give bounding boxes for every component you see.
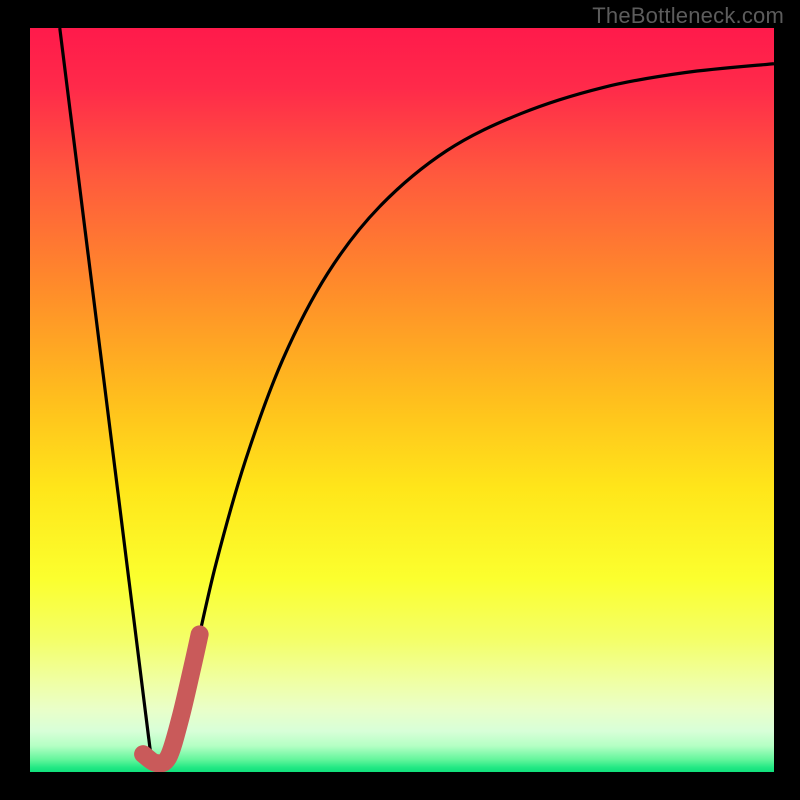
plot-area <box>30 28 774 772</box>
attribution-label: TheBottleneck.com <box>592 3 784 29</box>
chart-svg <box>30 28 774 772</box>
chart-frame: TheBottleneck.com <box>0 0 800 800</box>
gradient-background <box>30 28 774 772</box>
